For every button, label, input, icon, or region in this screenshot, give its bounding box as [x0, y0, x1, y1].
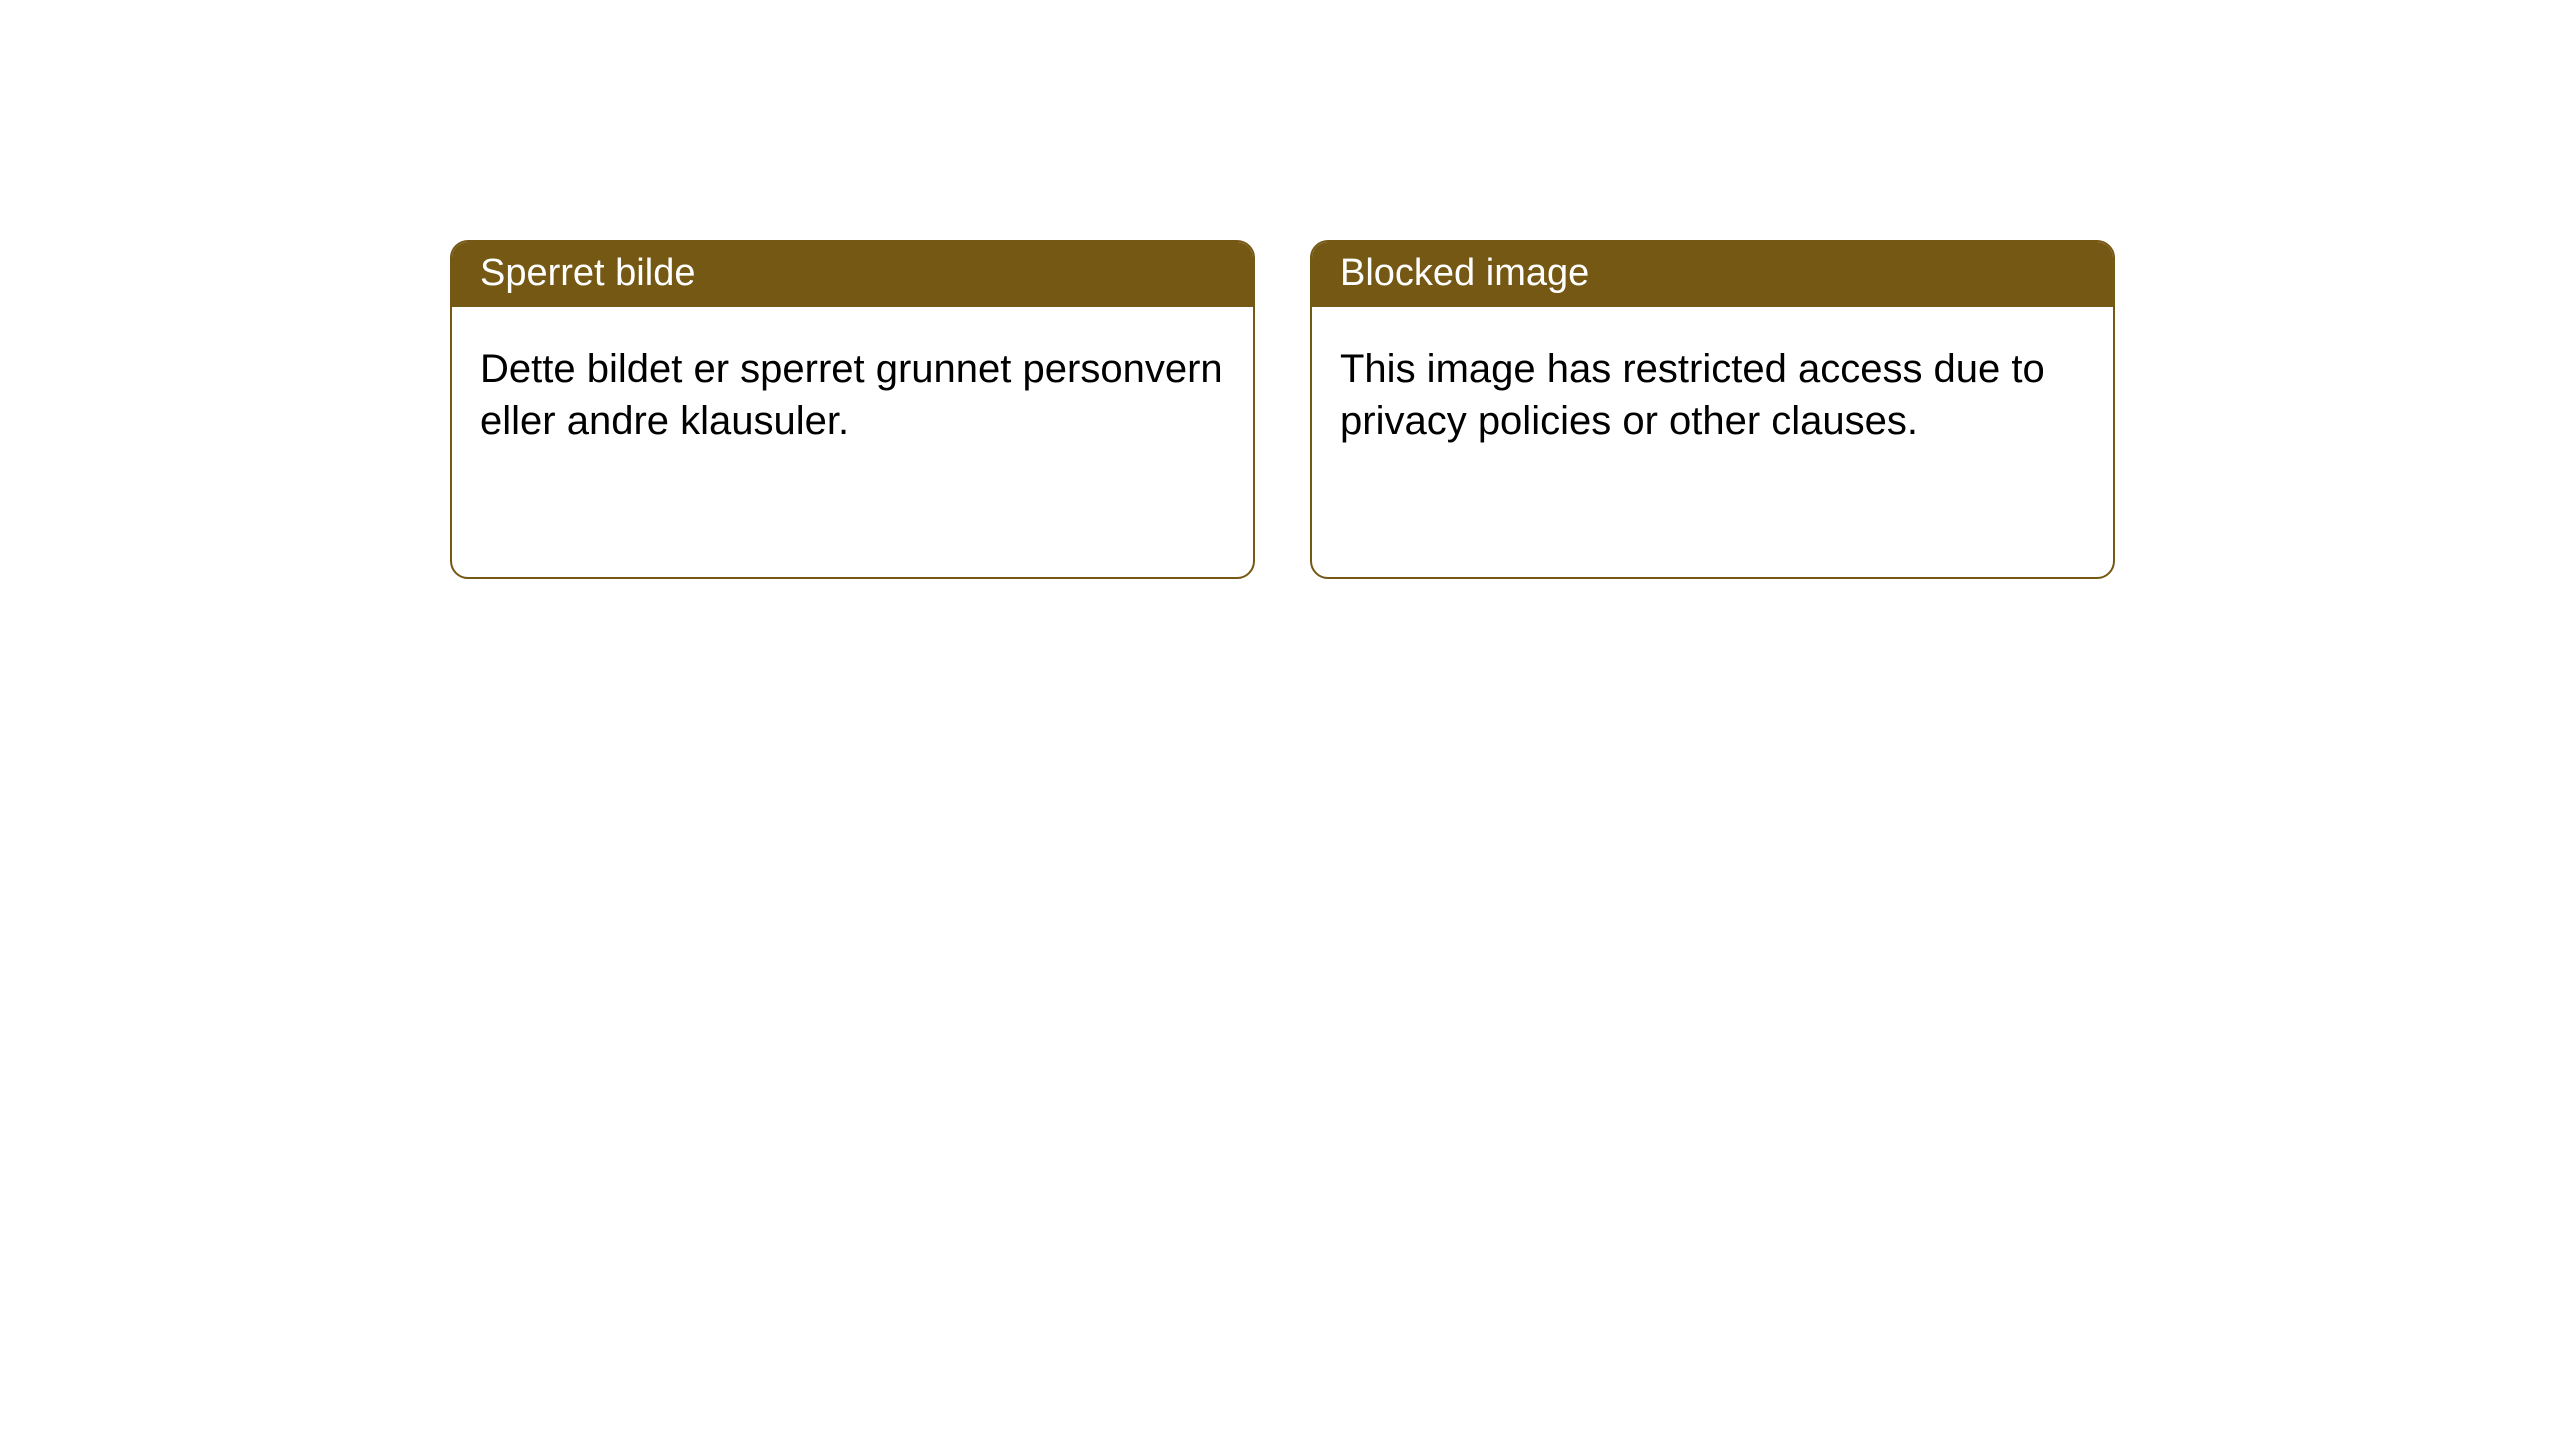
notice-card-english: Blocked image This image has restricted … — [1310, 240, 2115, 579]
cards-container: Sperret bilde Dette bildet er sperret gr… — [0, 0, 2560, 579]
card-title: Sperret bilde — [480, 252, 695, 294]
card-body: Dette bildet er sperret grunnet personve… — [452, 307, 1253, 577]
card-title: Blocked image — [1340, 252, 1589, 294]
card-header: Blocked image — [1312, 242, 2113, 307]
card-message: Dette bildet er sperret grunnet personve… — [480, 343, 1225, 447]
card-body: This image has restricted access due to … — [1312, 307, 2113, 577]
notice-card-norwegian: Sperret bilde Dette bildet er sperret gr… — [450, 240, 1255, 579]
card-message: This image has restricted access due to … — [1340, 343, 2085, 447]
card-header: Sperret bilde — [452, 242, 1253, 307]
